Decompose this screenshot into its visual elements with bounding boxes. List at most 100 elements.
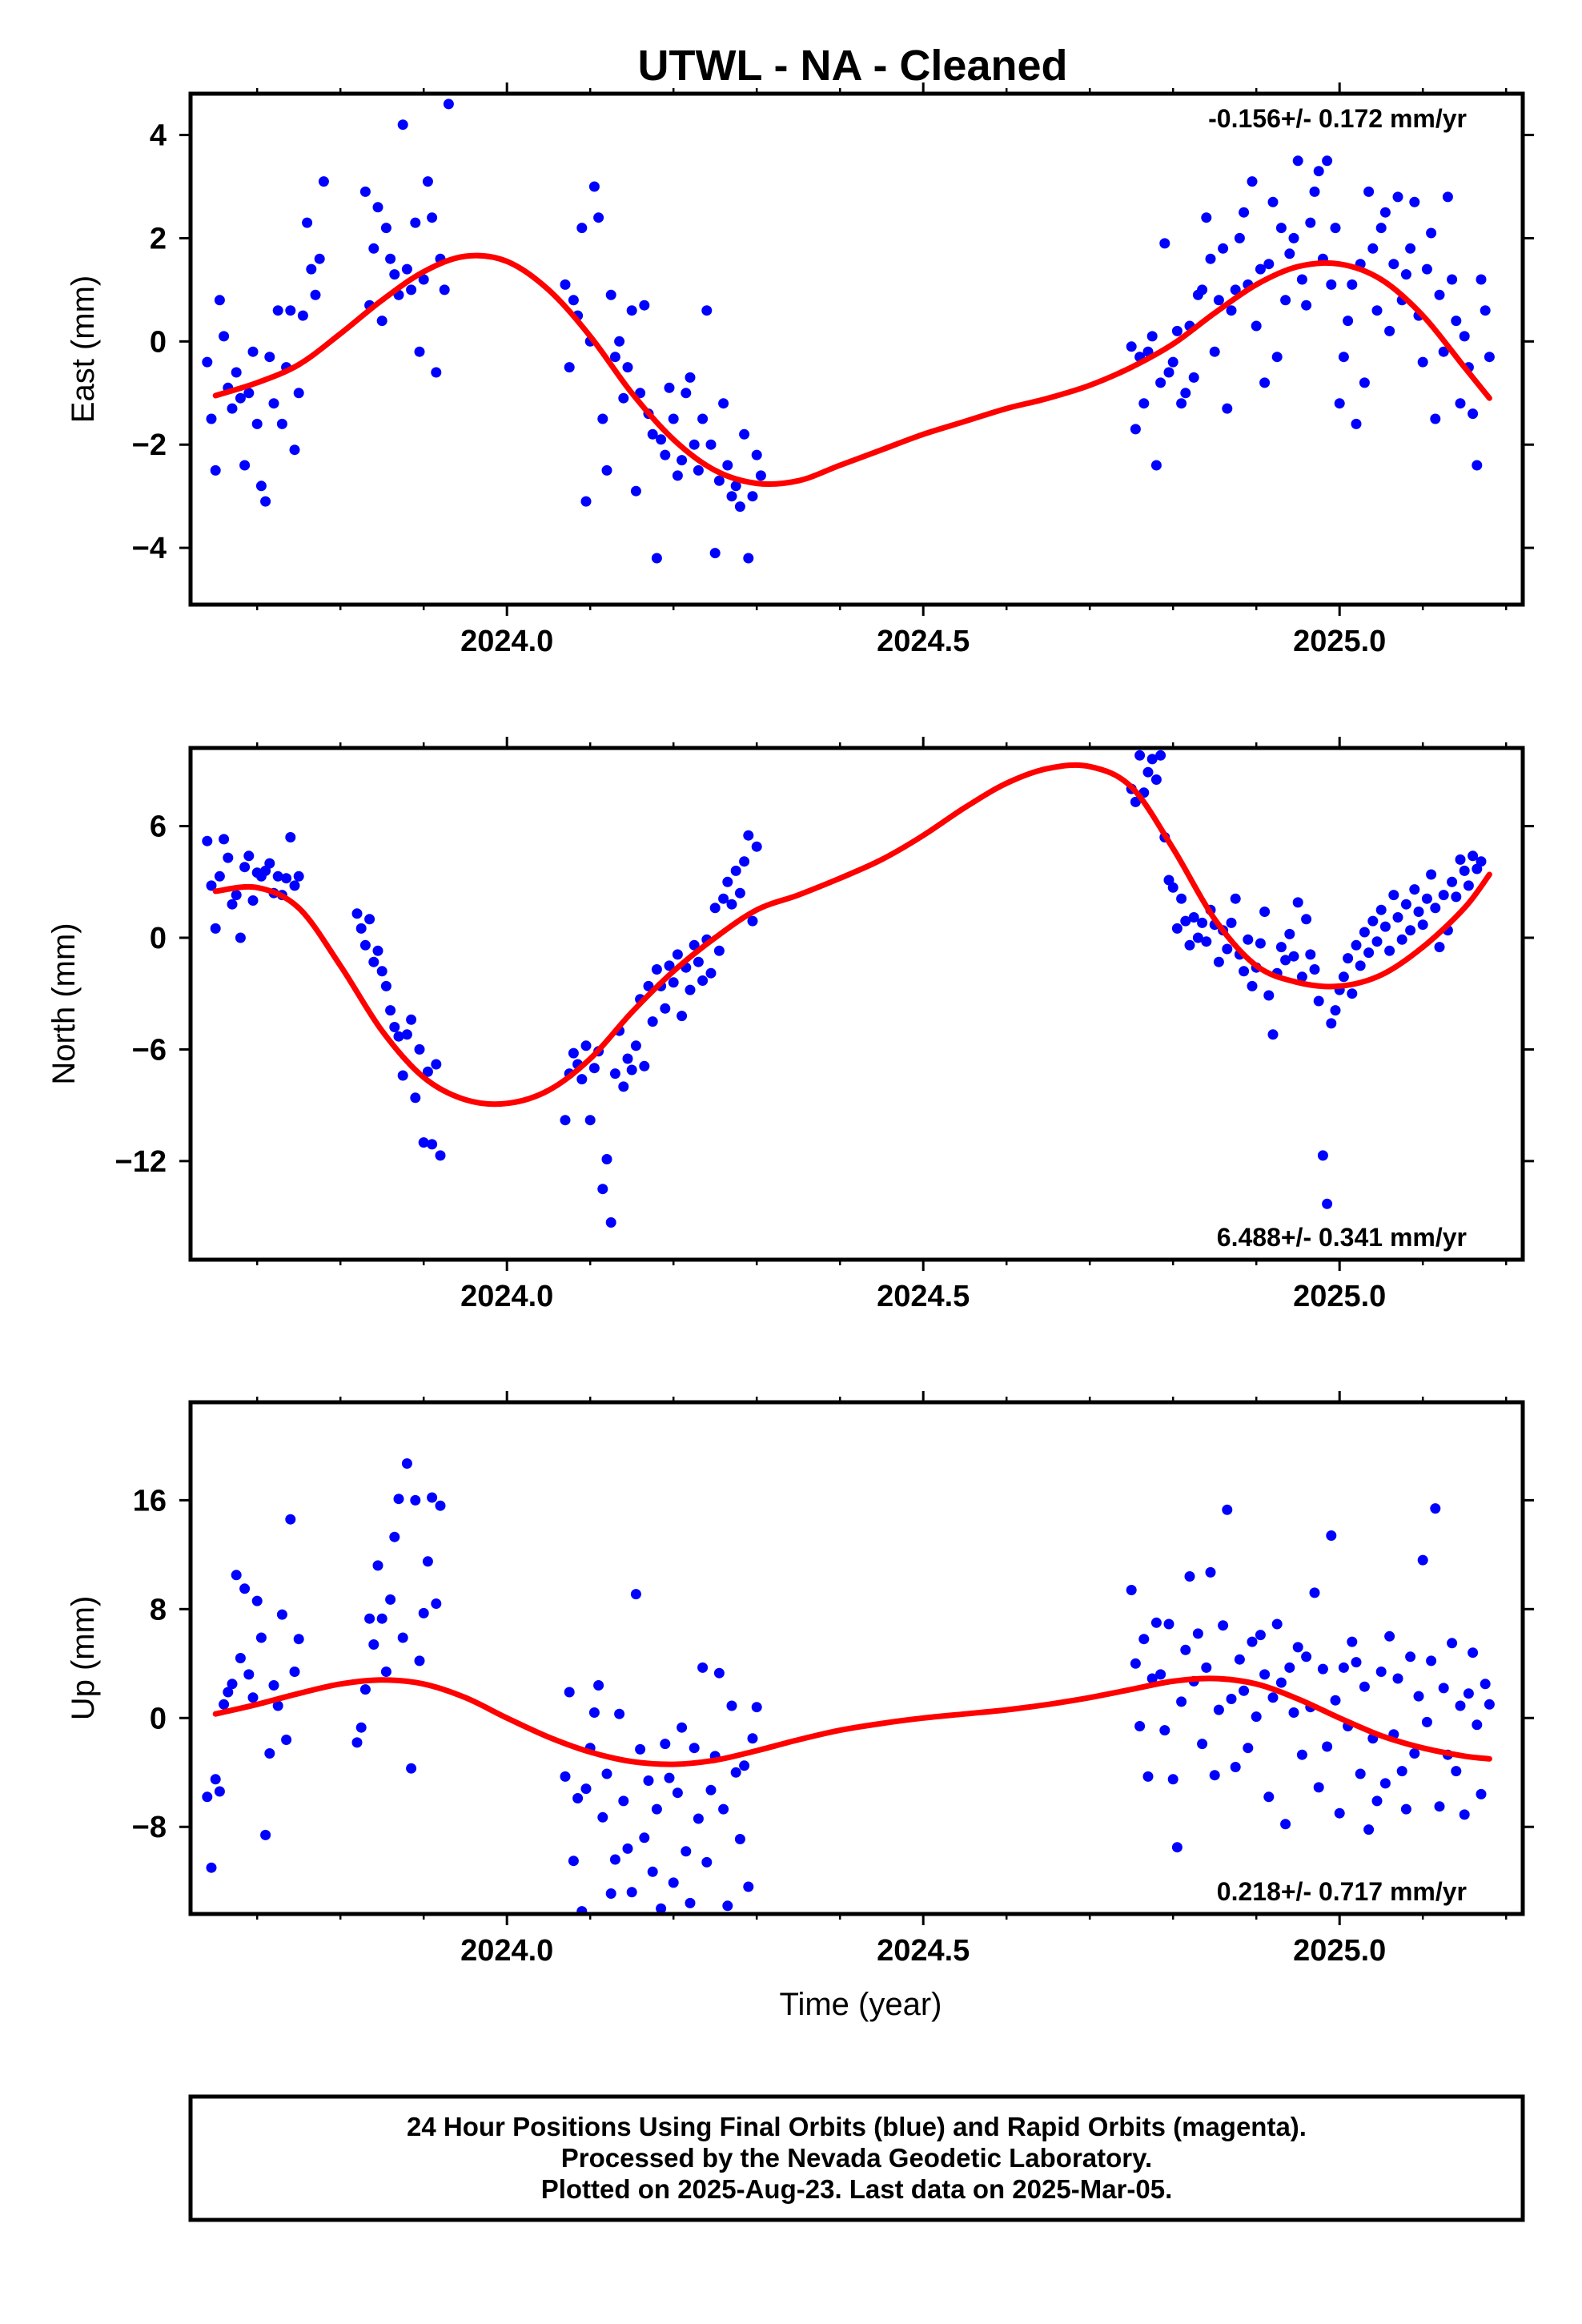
east-x-tick-label: 2025.0	[1293, 625, 1386, 658]
up-data-point	[376, 1613, 387, 1624]
east-data-point	[231, 367, 242, 378]
up-data-point	[560, 1771, 571, 1782]
north-data-point	[1275, 942, 1287, 953]
up-data-point	[1267, 1692, 1279, 1703]
east-data-point	[443, 99, 454, 110]
east-data-point	[380, 223, 391, 234]
up-data-point	[1468, 1647, 1479, 1659]
north-data-point	[1201, 936, 1212, 947]
east-data-point	[1405, 243, 1416, 254]
north-data-point	[605, 1217, 616, 1228]
north-data-point	[1247, 980, 1258, 991]
north-data-point	[401, 1029, 412, 1040]
east-data-point	[1313, 166, 1324, 177]
east-x-tick-label: 2024.0	[460, 625, 553, 658]
up-data-point	[435, 1500, 446, 1511]
east-data-point	[701, 305, 713, 316]
east-data-point	[206, 413, 217, 424]
up-data-point	[1142, 1771, 1154, 1782]
up-data-point	[243, 1669, 255, 1680]
east-data-point	[1338, 352, 1349, 363]
north-data-point	[1142, 766, 1154, 778]
east-data-point	[1434, 289, 1445, 300]
up-data-point	[1459, 1809, 1470, 1820]
east-data-point	[306, 263, 317, 275]
east-fit-line	[212, 252, 1492, 488]
north-data-point	[1226, 917, 1237, 928]
north-data-point	[1301, 914, 1312, 925]
east-data-point	[1288, 232, 1299, 243]
east-data-point	[1459, 331, 1470, 342]
east-data-point	[713, 475, 725, 486]
east-data-point	[1367, 243, 1379, 254]
up-data-point	[1396, 1766, 1407, 1777]
up-data-point	[643, 1775, 654, 1786]
east-data-point	[1451, 316, 1462, 327]
north-data-point	[1134, 750, 1146, 761]
up-data-point	[1413, 1691, 1424, 1702]
north-data-point	[660, 1003, 671, 1014]
east-data-point	[297, 310, 308, 321]
north-y-tick-label: 6	[150, 810, 167, 844]
footer-line-1: 24 Hour Positions Using Final Orbits (bl…	[407, 2112, 1307, 2141]
east-data-point	[243, 388, 255, 399]
north-y-tick-label: −12	[115, 1145, 167, 1179]
up-data-point	[1134, 1721, 1146, 1731]
up-data-point	[223, 1687, 234, 1698]
north-data-point	[672, 949, 683, 960]
east-data-point	[1205, 253, 1216, 264]
east-data-point	[1263, 259, 1275, 270]
north-data-point	[1384, 945, 1395, 956]
north-data-point	[709, 903, 721, 914]
up-y-tick-label: 16	[133, 1484, 167, 1518]
east-data-point	[1371, 305, 1383, 316]
up-data-point	[701, 1856, 713, 1868]
east-data-point	[751, 449, 762, 460]
up-data-point	[355, 1722, 367, 1733]
up-data-point	[1192, 1628, 1203, 1639]
east-data-point	[1150, 460, 1162, 471]
up-data-point	[1309, 1587, 1320, 1598]
north-data-point	[1405, 925, 1416, 936]
north-fit-line	[212, 762, 1492, 1108]
up-data-point	[427, 1492, 438, 1503]
footer-line-2: Processed by the Nevada Geodetic Laborat…	[561, 2143, 1152, 2173]
north-data-point	[718, 893, 729, 904]
east-data-point	[289, 444, 300, 456]
east-data-point	[1180, 388, 1191, 399]
east-data-point	[1442, 191, 1453, 203]
east-data-point	[1438, 346, 1449, 357]
east-data-point	[397, 119, 408, 131]
east-data-point	[626, 305, 637, 316]
up-data-point	[1213, 1704, 1224, 1715]
up-rate-label: 0.218+/- 0.717 mm/yr	[1217, 1877, 1467, 1906]
east-data-point	[651, 553, 662, 564]
up-data-point	[1326, 1530, 1337, 1541]
north-data-point	[1305, 949, 1316, 960]
up-data-point	[1130, 1658, 1141, 1669]
north-data-point	[202, 835, 213, 846]
east-data-point	[1197, 284, 1208, 296]
up-data-point	[572, 1793, 584, 1803]
north-data-point	[1447, 876, 1458, 887]
up-data-point	[385, 1594, 396, 1605]
east-data-point	[1305, 217, 1316, 228]
up-data-point	[1334, 1807, 1345, 1819]
east-data-point	[697, 413, 709, 424]
east-data-point	[431, 367, 442, 378]
up-data-point	[264, 1748, 275, 1759]
up-data-point	[206, 1862, 217, 1873]
east-data-point	[722, 460, 733, 471]
north-data-point	[1171, 923, 1182, 934]
north-y-tick-label: −6	[132, 1033, 167, 1067]
up-data-point	[255, 1632, 267, 1643]
north-data-point	[1400, 899, 1411, 910]
east-data-point	[1247, 176, 1258, 187]
east-data-point	[668, 413, 679, 424]
up-data-point	[251, 1595, 263, 1606]
east-data-point	[389, 269, 400, 280]
north-data-point	[1359, 927, 1370, 938]
east-data-point	[1375, 223, 1387, 234]
north-data-point	[1392, 912, 1403, 923]
north-data-point	[743, 830, 754, 841]
